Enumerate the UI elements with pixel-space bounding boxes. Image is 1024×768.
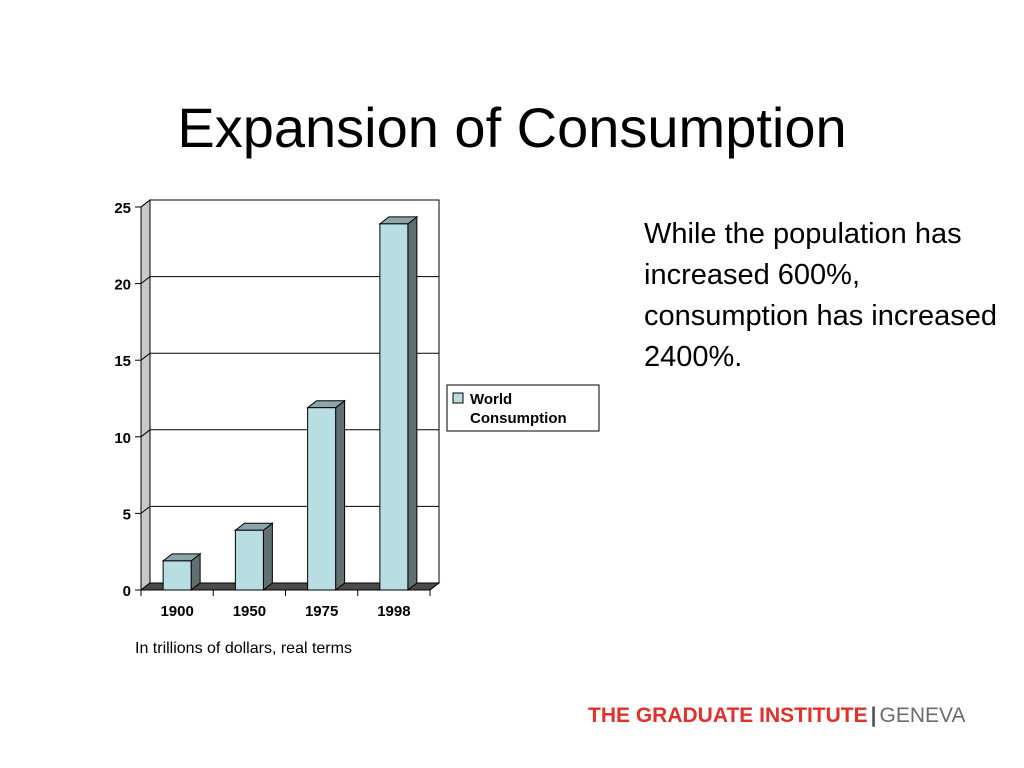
logo-main-text: THE GRADUATE INSTITUTE	[588, 704, 868, 727]
x-tick-label: 1950	[233, 603, 266, 620]
bars	[161, 215, 419, 592]
logo-separator: |	[870, 704, 877, 727]
y-tick-label: 10	[114, 430, 131, 447]
x-tick-label: 1998	[377, 603, 410, 620]
legend-box	[446, 384, 600, 432]
logo-sub-text: GENEVA	[879, 704, 966, 727]
y-tick-label: 15	[114, 353, 131, 370]
bar	[161, 552, 202, 592]
legend: World Consumption	[446, 384, 600, 432]
y-tick-label: 25	[114, 200, 131, 217]
y-tick-label: 0	[123, 583, 131, 600]
bar	[233, 522, 274, 592]
side-wall	[140, 198, 151, 592]
bar-side	[407, 215, 418, 592]
bar-side	[262, 522, 273, 592]
y-tick-label: 20	[114, 277, 131, 294]
body-text: While the population has increased 600%,…	[644, 218, 998, 373]
gridline	[140, 352, 439, 361]
bar	[378, 215, 419, 592]
x-axis: 1900 1950 1975 1998	[140, 589, 431, 620]
legend-label: World Consumption	[470, 391, 567, 427]
bar-front	[234, 529, 264, 591]
slide-title: Expansion of Consumption	[177, 96, 847, 159]
bar-side	[335, 399, 346, 592]
y-tick-label: 5	[123, 506, 131, 523]
chart-note: In trillions of dollars, real terms	[135, 640, 352, 657]
gridline	[140, 199, 439, 208]
x-tick-label: 1900	[160, 603, 193, 620]
x-tick-label: 1975	[305, 603, 338, 620]
y-axis: 0 5 10 15 20 25	[114, 200, 142, 600]
gridline	[140, 276, 439, 284]
institute-logo: THE GRADUATE INSTITUTE | GENEVA	[588, 704, 965, 728]
bar	[306, 399, 347, 592]
bar-front	[379, 223, 409, 591]
bar-front	[307, 407, 337, 591]
legend-swatch	[452, 392, 464, 404]
bar-front	[162, 560, 192, 591]
